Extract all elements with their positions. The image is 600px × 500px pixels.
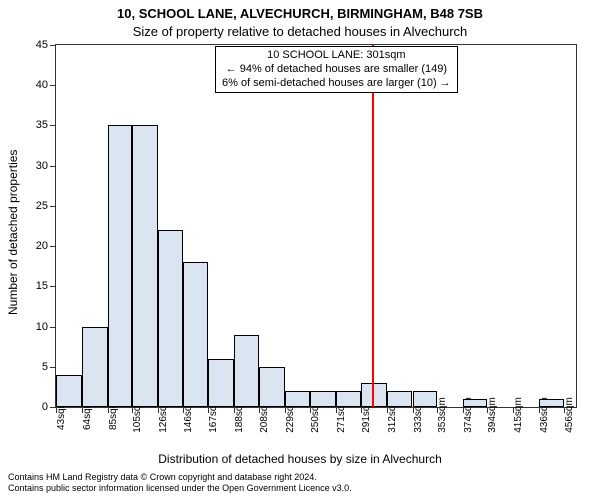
- ytick-mark: [50, 327, 56, 328]
- ytick-label: 15: [36, 280, 48, 292]
- histogram-bar: [285, 391, 311, 407]
- ytick-label: 0: [42, 401, 48, 413]
- histogram-bar: [413, 391, 438, 407]
- xtick-label: 353sqm: [437, 397, 448, 433]
- footer-line1: Contains HM Land Registry data © Crown c…: [8, 472, 352, 483]
- ytick-label: 10: [36, 321, 48, 333]
- histogram-bar: [234, 335, 259, 407]
- chart-container: 10, SCHOOL LANE, ALVECHURCH, BIRMINGHAM,…: [0, 0, 600, 500]
- xtick-label: 394sqm: [487, 397, 498, 433]
- infobox-line1: 10 SCHOOL LANE: 301sqm: [222, 49, 451, 63]
- histogram-bar: [539, 399, 564, 407]
- y-axis-label: Number of detached properties: [6, 150, 20, 315]
- ytick-label: 25: [36, 200, 48, 212]
- marker-infobox: 10 SCHOOL LANE: 301sqm ← 94% of detached…: [215, 46, 458, 93]
- ytick-mark: [50, 166, 56, 167]
- histogram-bar: [336, 391, 361, 407]
- footer-attribution: Contains HM Land Registry data © Crown c…: [8, 472, 352, 494]
- histogram-bar: [208, 359, 234, 407]
- infobox-line3: 6% of semi-detached houses are larger (1…: [222, 77, 451, 91]
- histogram-bar: [387, 391, 413, 407]
- ytick-mark: [50, 206, 56, 207]
- x-axis-label: Distribution of detached houses by size …: [0, 452, 600, 466]
- ytick-mark: [50, 85, 56, 86]
- plot-area: 05101520253035404543sqm64sqm85sqm105sqm1…: [55, 44, 577, 408]
- histogram-bar: [56, 375, 82, 407]
- ytick-label: 45: [36, 39, 48, 51]
- histogram-bar: [158, 230, 183, 407]
- footer-line2: Contains public sector information licen…: [8, 483, 352, 494]
- ytick-mark: [50, 286, 56, 287]
- ytick-mark: [50, 125, 56, 126]
- histogram-bar: [132, 125, 158, 407]
- histogram-bar: [183, 262, 209, 407]
- ytick-mark: [50, 45, 56, 46]
- xtick-label: 456sqm: [564, 397, 575, 433]
- ytick-label: 20: [36, 240, 48, 252]
- ytick-label: 30: [36, 160, 48, 172]
- histogram-bar: [259, 367, 285, 407]
- marker-line: [372, 45, 374, 407]
- ytick-mark: [50, 246, 56, 247]
- xtick-label: 415sqm: [513, 397, 524, 433]
- histogram-bar: [82, 327, 108, 407]
- chart-title-line1: 10, SCHOOL LANE, ALVECHURCH, BIRMINGHAM,…: [0, 6, 600, 21]
- chart-title-line2: Size of property relative to detached ho…: [0, 24, 600, 39]
- histogram-bar: [310, 391, 336, 407]
- infobox-line2: ← 94% of detached houses are smaller (14…: [222, 63, 451, 77]
- ytick-label: 5: [42, 361, 48, 373]
- ytick-mark: [50, 367, 56, 368]
- histogram-bar: [463, 399, 488, 407]
- ytick-label: 35: [36, 119, 48, 131]
- histogram-bar: [108, 125, 133, 407]
- ytick-label: 40: [36, 79, 48, 91]
